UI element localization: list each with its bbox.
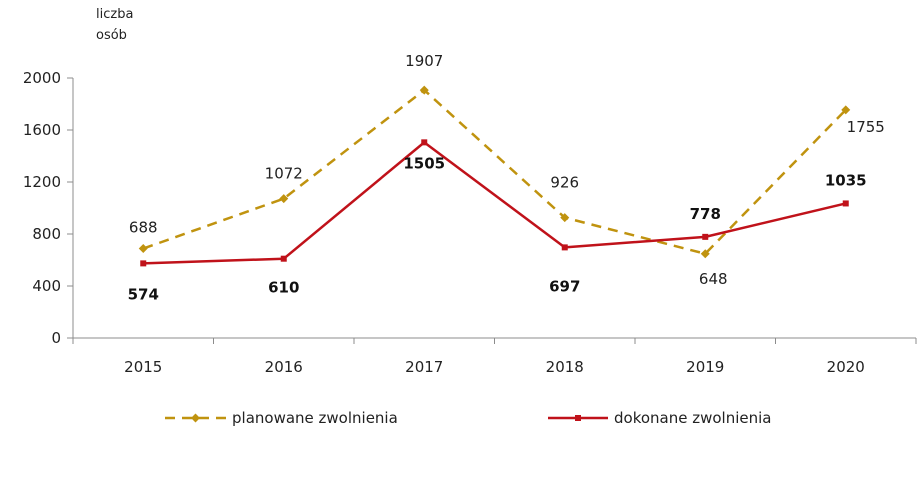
data-label: 1035 — [825, 171, 867, 189]
legend-label: dokonane zwolnienia — [614, 409, 772, 427]
y-tick-label: 1600 — [23, 121, 61, 139]
data-point — [138, 244, 148, 254]
legend-marker — [191, 413, 200, 423]
data-label: 1907 — [405, 52, 443, 70]
series-line — [143, 141, 847, 265]
y-axis-title: liczba osób — [96, 7, 133, 43]
data-label: 1505 — [403, 154, 445, 172]
data-point — [421, 139, 428, 146]
x-tick-label: 2020 — [827, 358, 865, 376]
x-tick-label: 2017 — [405, 358, 443, 376]
data-label: 1755 — [847, 118, 885, 136]
series-layer — [138, 85, 851, 267]
data-label: 778 — [690, 205, 721, 223]
y-axis-title-line: osób — [96, 28, 127, 43]
y-tick-label: 2000 — [23, 69, 61, 87]
y-tick-label: 800 — [32, 225, 61, 243]
data-point — [280, 255, 287, 262]
x-tick-label: 2018 — [546, 358, 584, 376]
data-point — [140, 260, 147, 267]
legend-marker — [575, 415, 581, 421]
y-tick-label: 0 — [51, 329, 61, 347]
data-point — [700, 249, 710, 259]
data-point — [561, 244, 568, 251]
x-tick-label: 2015 — [124, 358, 162, 376]
data-point — [560, 213, 570, 223]
data-label: 1072 — [265, 165, 303, 183]
data-point — [702, 233, 709, 240]
data-label: 574 — [128, 285, 159, 303]
data-point — [279, 194, 289, 204]
data-labels: 688 1072 1907 926 648 1755 574 610 1505 697 778 103… — [128, 52, 885, 303]
series-dokonane — [140, 139, 849, 267]
data-label: 610 — [268, 279, 299, 297]
axes: 0 400 800 1200 1600 2000 2015 2016 2017 2018 2019 2… — [23, 69, 917, 376]
x-tick-label: 2019 — [686, 358, 724, 376]
data-label: 648 — [699, 270, 728, 288]
data-point — [419, 85, 429, 95]
series-line — [142, 88, 847, 256]
legend: planowane zwolnienia dokonane zwolnienia — [165, 409, 772, 427]
series-planowane — [138, 85, 851, 259]
data-point — [841, 105, 851, 115]
legend-label: planowane zwolnienia — [232, 409, 398, 427]
legend-entry: planowane zwolnienia — [165, 409, 398, 427]
data-label: 926 — [550, 174, 579, 192]
data-label: 688 — [129, 219, 158, 237]
legend-entry: dokonane zwolnienia — [548, 409, 772, 427]
x-tick-label: 2016 — [265, 358, 303, 376]
y-tick-label: 400 — [32, 277, 61, 295]
data-point — [842, 200, 849, 207]
y-axis-title-line: liczba — [96, 7, 133, 22]
y-tick-label: 1200 — [23, 173, 61, 191]
data-label: 697 — [549, 277, 580, 295]
